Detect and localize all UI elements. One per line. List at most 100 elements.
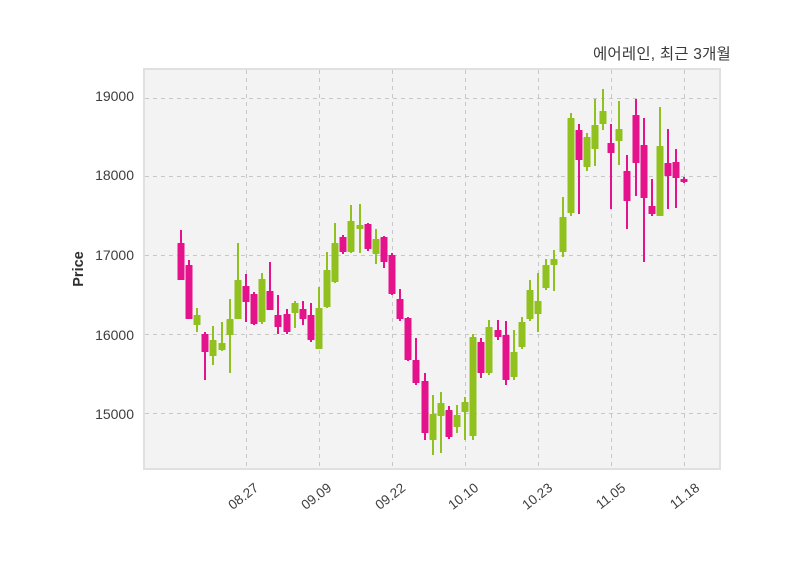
gridline-v xyxy=(684,70,686,468)
candle-up xyxy=(550,259,558,266)
x-tick-label: 08.27 xyxy=(224,480,261,513)
x-tick-label: 09.09 xyxy=(298,480,335,513)
candle-up xyxy=(534,300,542,314)
gridline-v xyxy=(245,70,247,468)
candle-down xyxy=(283,313,291,333)
candle-up xyxy=(323,269,331,308)
gridline-v xyxy=(465,70,467,468)
candle-down xyxy=(607,142,615,153)
candle-up xyxy=(234,280,242,319)
candle-wick xyxy=(293,300,296,329)
candle-up xyxy=(315,308,323,349)
candle-up xyxy=(209,339,217,356)
candle-up xyxy=(453,415,461,427)
candle-up xyxy=(437,402,445,417)
candle-down xyxy=(680,178,688,182)
candle-down xyxy=(201,334,209,352)
candle-down xyxy=(380,237,388,263)
candle-wick xyxy=(577,123,580,215)
candle-wick xyxy=(553,250,556,291)
candle-up xyxy=(599,111,607,125)
candle-up xyxy=(518,321,526,347)
candle-up xyxy=(469,336,477,437)
candle-up xyxy=(567,118,575,213)
candle-up xyxy=(347,220,355,253)
candle-wick xyxy=(464,396,467,441)
candle-up xyxy=(485,326,493,374)
candle-down xyxy=(421,381,429,433)
candle-down xyxy=(185,264,193,320)
candle-down xyxy=(388,254,396,294)
candle-up xyxy=(356,225,364,230)
y-tick-label: 18000 xyxy=(95,167,134,184)
chart-title: 에어레인, 최근 3개월 xyxy=(592,46,731,63)
candle-down xyxy=(477,341,485,374)
candle-up xyxy=(258,278,266,322)
candle-up xyxy=(429,414,437,440)
y-tick-label: 15000 xyxy=(95,406,134,423)
candle-down xyxy=(648,205,656,215)
candle-up xyxy=(461,401,469,412)
candle-down xyxy=(623,171,631,201)
gridline-v xyxy=(538,70,540,468)
candle-down xyxy=(672,162,680,178)
candle-down xyxy=(250,293,258,324)
candle-down xyxy=(502,335,510,381)
x-tick-label: 11.05 xyxy=(593,480,629,513)
candle-wick xyxy=(610,123,613,210)
candle-up xyxy=(583,137,591,168)
candle-down xyxy=(445,409,453,438)
candle-up xyxy=(372,239,380,255)
candle-down xyxy=(640,144,648,198)
candle-down xyxy=(396,298,404,319)
y-tick-label: 19000 xyxy=(95,87,134,104)
candle-wick xyxy=(277,295,280,335)
candle-up xyxy=(510,351,518,377)
candle-up xyxy=(218,343,226,351)
gridline-v xyxy=(318,70,320,468)
candle-wick xyxy=(220,322,223,351)
candle-down xyxy=(404,317,412,361)
candle-up xyxy=(559,217,567,253)
candle-wick xyxy=(269,261,272,311)
candle-down xyxy=(412,360,420,384)
y-tick-label: 17000 xyxy=(95,247,134,264)
candle-up xyxy=(591,124,599,149)
candle-up xyxy=(331,242,339,283)
gridline-v xyxy=(611,70,613,468)
candle-wick xyxy=(675,148,678,208)
gridline-h xyxy=(145,176,719,178)
x-tick-label: 11.18 xyxy=(667,480,703,513)
plot-area xyxy=(143,68,721,470)
candle-down xyxy=(364,224,372,249)
candle-wick xyxy=(602,89,605,130)
candle-up xyxy=(226,318,234,336)
candle-up xyxy=(526,290,534,319)
candle-down xyxy=(494,329,502,337)
candle-down xyxy=(339,237,347,253)
candle-wick xyxy=(228,298,231,374)
x-tick-label: 09.22 xyxy=(372,480,409,513)
y-tick-label: 16000 xyxy=(95,326,134,343)
candle-up xyxy=(542,264,550,288)
x-tick-label: 10.10 xyxy=(445,480,482,513)
candle-wick xyxy=(650,178,653,216)
x-tick-label: 10.23 xyxy=(519,480,556,513)
candle-wick xyxy=(204,331,207,381)
gridline-h xyxy=(145,255,719,257)
candle-down xyxy=(242,286,250,303)
gridline-h xyxy=(145,334,719,336)
candle-down xyxy=(299,308,307,319)
candle-wick xyxy=(439,391,442,454)
candle-up xyxy=(656,146,664,216)
candle-up xyxy=(291,302,299,313)
candle-down xyxy=(664,162,672,176)
candle-down xyxy=(575,130,583,161)
candle-down xyxy=(274,315,282,327)
candle-down xyxy=(632,114,640,163)
gridline-h xyxy=(145,97,719,99)
candle-up xyxy=(615,129,623,142)
candle-up xyxy=(193,315,201,325)
candle-down xyxy=(307,315,315,341)
